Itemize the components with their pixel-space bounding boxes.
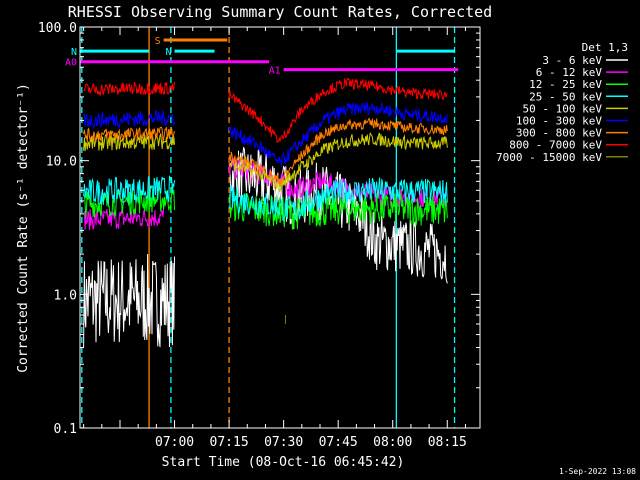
- series-line: [83, 175, 175, 205]
- y-tick-label: 10.0: [46, 155, 77, 170]
- footer-date: 1-Sep-2022 13:08: [559, 467, 636, 476]
- x-axis-label: Start Time (08-Oct-16 06:45:42): [162, 455, 405, 470]
- x-tick-label: 08:00: [373, 435, 412, 450]
- series-line: [83, 126, 175, 143]
- x-axis: 07:00 07:15 07:30 07:45 08:00 08:15: [83, 27, 467, 450]
- series-line: [228, 118, 448, 187]
- x-tick-label: 07:45: [319, 435, 358, 450]
- legend-entry-label: 25 - 50 keV: [529, 90, 602, 103]
- legend-entry-label: 300 - 800 keV: [516, 127, 602, 140]
- y-axis-label: Corrected Count Rate (s⁻¹ detector⁻¹): [16, 83, 31, 373]
- chart-title: RHESSI Observing Summary Count Rates, Co…: [68, 3, 492, 21]
- annotation-label: S: [155, 36, 161, 47]
- annotation-label: N: [166, 47, 172, 58]
- legend-entry-label: 800 - 7000 keV: [509, 139, 602, 152]
- legend-entry-label: 100 - 300 keV: [516, 115, 602, 128]
- y-tick-label: 0.1: [54, 422, 77, 437]
- series-line: [83, 253, 175, 348]
- annotation-label: A0: [65, 58, 77, 69]
- series-line: [228, 147, 448, 284]
- series-line: [228, 101, 448, 167]
- series-line: [83, 81, 175, 96]
- x-tick-label: 07:15: [210, 435, 249, 450]
- annotation-label: A1: [269, 66, 281, 77]
- series-line: [83, 132, 175, 152]
- annotation-label: N: [71, 47, 77, 58]
- series-line: [228, 77, 448, 144]
- vertical-markers: [81, 27, 456, 428]
- y-tick-label: 1.0: [54, 288, 77, 303]
- series-group: [83, 77, 448, 348]
- legend-entry-label: 7000 - 15000 keV: [496, 151, 602, 164]
- legend-entry-label: 50 - 100 keV: [523, 102, 603, 115]
- x-tick-label: 07:00: [155, 435, 194, 450]
- y-axis: 0.1 1.0 10.0 100.0: [38, 21, 480, 437]
- series-line: [83, 109, 175, 129]
- legend-title: Det 1,3: [582, 41, 628, 54]
- y-tick-label: 100.0: [38, 21, 77, 36]
- legend-entry-label: 6 - 12 keV: [536, 66, 603, 79]
- x-tick-label: 07:30: [264, 435, 303, 450]
- plot-frame: [79, 26, 481, 429]
- legend-entry-label: 3 - 6 keV: [542, 54, 602, 67]
- legend-entry-label: 12 - 25 keV: [529, 78, 602, 91]
- x-tick-label: 08:15: [428, 435, 467, 450]
- series-line: [228, 177, 448, 221]
